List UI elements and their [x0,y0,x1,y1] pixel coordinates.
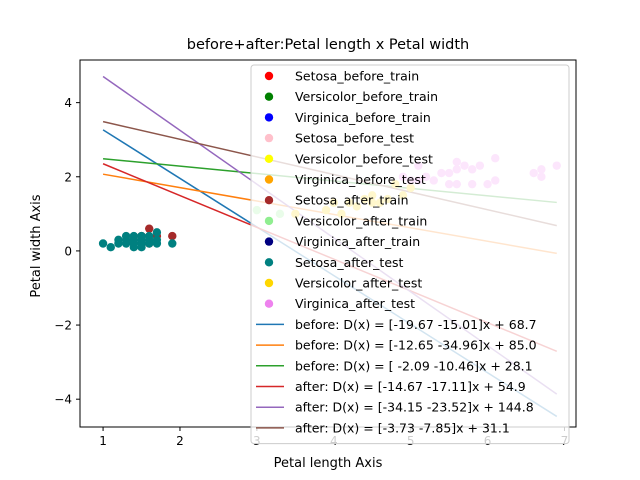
legend-marker [264,71,274,81]
point-setosa-after-test-0 [98,239,108,248]
legend-marker [264,278,274,288]
x-axis-label: Petal length Axis [274,456,383,471]
point-setosa-after-test-21 [145,235,154,244]
legend-label: Versicolor_after_train [295,213,427,228]
point-setosa-after-train-0 [145,224,154,233]
legend-label: Virginica_before_train [295,110,431,125]
legend: Setosa_before_train Versicolor_before_tra… [250,64,570,445]
legend-marker [264,258,274,267]
legend-label: before: D(x) = [-12.65 -34.96]x + 85.0 [295,338,537,353]
y-tick-label: −2 [54,319,72,333]
point-setosa-after-test-18 [168,239,177,248]
legend-label: after: D(x) = [-3.73 -7.85]x + 31.1 [295,420,510,435]
legend-label: before: D(x) = [-19.67 -15.01]x + 68.7 [295,317,537,332]
legend-marker [264,175,274,184]
point-setosa-after-test-5 [121,235,131,244]
point-setosa-after-test-7 [129,243,139,252]
x-tick-label: 1 [99,434,107,448]
point-setosa-after-test-16 [152,235,162,244]
legend-marker [264,133,274,143]
point-setosa-after-test-19 [114,235,123,244]
legend-label: Versicolor_before_train [295,89,438,104]
legend-label: Setosa_after_train [295,193,409,208]
y-tick-label: 4 [64,96,72,110]
legend-label: Versicolor_before_test [295,151,433,166]
legend-marker [264,92,274,101]
point-setosa-after-test-10 [137,243,146,252]
legend-marker [264,216,274,226]
legend-label: Setosa_after_test [295,255,404,270]
legend-label: before: D(x) = [ -2.09 -10.46]x + 28.1 [295,358,533,373]
legend-box [250,64,570,445]
legend-label: Virginica_after_test [295,296,415,311]
legend-marker [264,154,274,163]
legend-marker [264,299,274,308]
point-setosa-after-test-17 [152,228,162,237]
x-tick-label: 2 [176,434,184,448]
y-tick-label: 2 [64,170,72,184]
point-setosa-after-train-1 [168,231,177,241]
y-tick-label: 0 [64,244,72,258]
point-setosa-after-test-1 [106,243,115,252]
legend-marker [264,196,274,205]
y-tick-label: −4 [54,393,72,407]
legend-label: Setosa_before_train [295,69,419,84]
legend-label: after: D(x) = [-34.15 -23.52]x + 144.8 [295,400,534,415]
legend-label: Setosa_before_test [295,131,414,146]
point-setosa-after-test-12 [137,235,146,244]
chart-title: before+after:Petal length x Petal width [187,37,469,53]
legend-marker [264,237,274,246]
legend-label: Versicolor_after_test [295,276,422,291]
legend-label: after: D(x) = [-14.67 -17.11]x + 54.9 [295,379,526,394]
legend-marker [264,113,274,122]
point-setosa-after-test-20 [129,231,139,241]
legend-label: Virginica_before_test [295,172,426,187]
legend-label: Virginica_after_train [295,234,420,249]
y-axis-label: Petal width Axis [29,194,44,297]
